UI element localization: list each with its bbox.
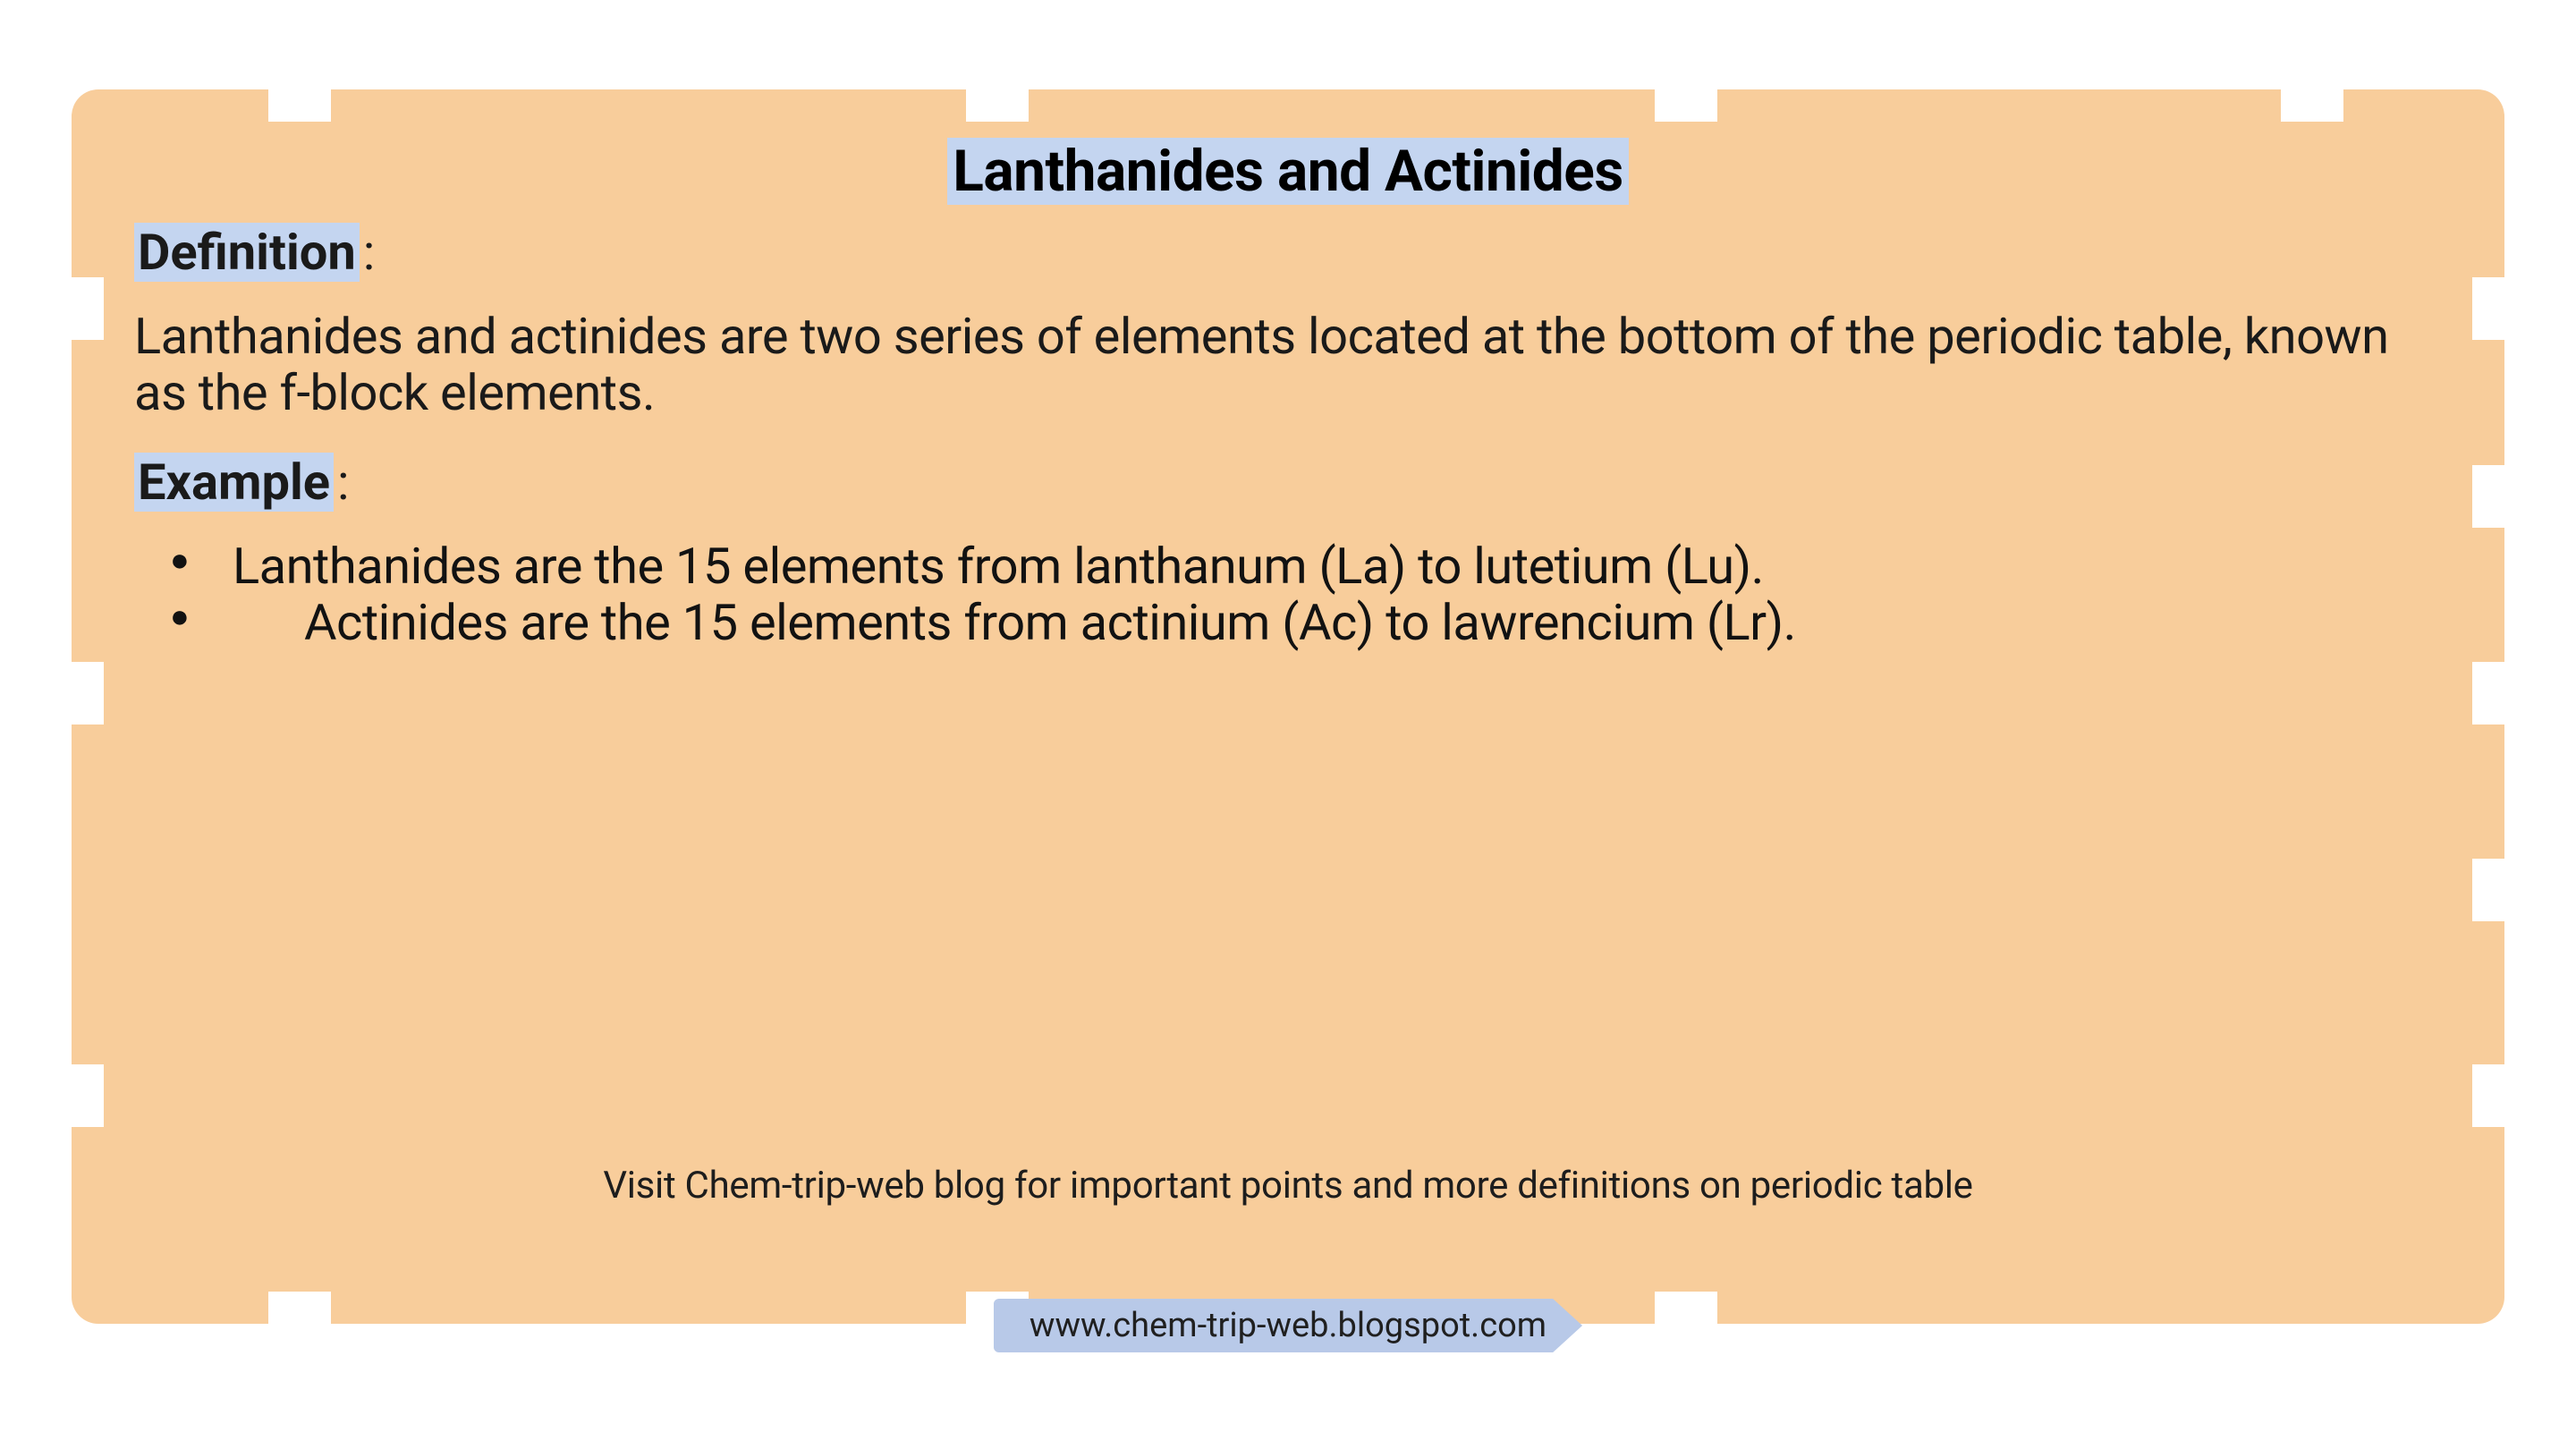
notch-decoration bbox=[268, 1292, 331, 1327]
definition-heading: Definition: bbox=[134, 223, 2442, 282]
notch-decoration bbox=[2472, 277, 2508, 340]
footer-note: Visit Chem-trip-web blog for important p… bbox=[72, 1164, 2504, 1208]
notch-decoration bbox=[68, 662, 104, 724]
info-card: Lanthanides and Actinides Definition: La… bbox=[72, 89, 2504, 1324]
notch-decoration bbox=[1655, 86, 1717, 122]
bullet-item: Lanthanides are the 15 elements from lan… bbox=[170, 538, 2442, 595]
definition-heading-label: Definition bbox=[134, 223, 360, 282]
notch-decoration bbox=[1655, 1292, 1717, 1327]
url-tag: www.chem-trip-web.blogspot.com bbox=[994, 1299, 1582, 1352]
example-heading-label: Example bbox=[134, 453, 334, 512]
notch-decoration bbox=[2281, 86, 2343, 122]
notch-decoration bbox=[2472, 1064, 2508, 1127]
card-title: Lanthanides and Actinides bbox=[134, 138, 2442, 205]
definition-text: Lanthanides and actinides are two series… bbox=[134, 309, 2442, 420]
notch-decoration bbox=[268, 86, 331, 122]
notch-decoration bbox=[2472, 465, 2508, 528]
notch-decoration bbox=[966, 86, 1029, 122]
colon: : bbox=[337, 453, 350, 512]
notch-decoration bbox=[68, 277, 104, 340]
card-title-text: Lanthanides and Actinides bbox=[947, 138, 1628, 205]
bullet-item: Actinides are the 15 elements from actin… bbox=[170, 595, 2442, 651]
example-heading: Example: bbox=[134, 453, 2442, 512]
notch-decoration bbox=[2472, 662, 2508, 724]
notch-decoration bbox=[2472, 859, 2508, 921]
example-bullet-list: Lanthanides are the 15 elements from lan… bbox=[134, 538, 2442, 650]
colon: : bbox=[363, 223, 376, 282]
notch-decoration bbox=[68, 1064, 104, 1127]
